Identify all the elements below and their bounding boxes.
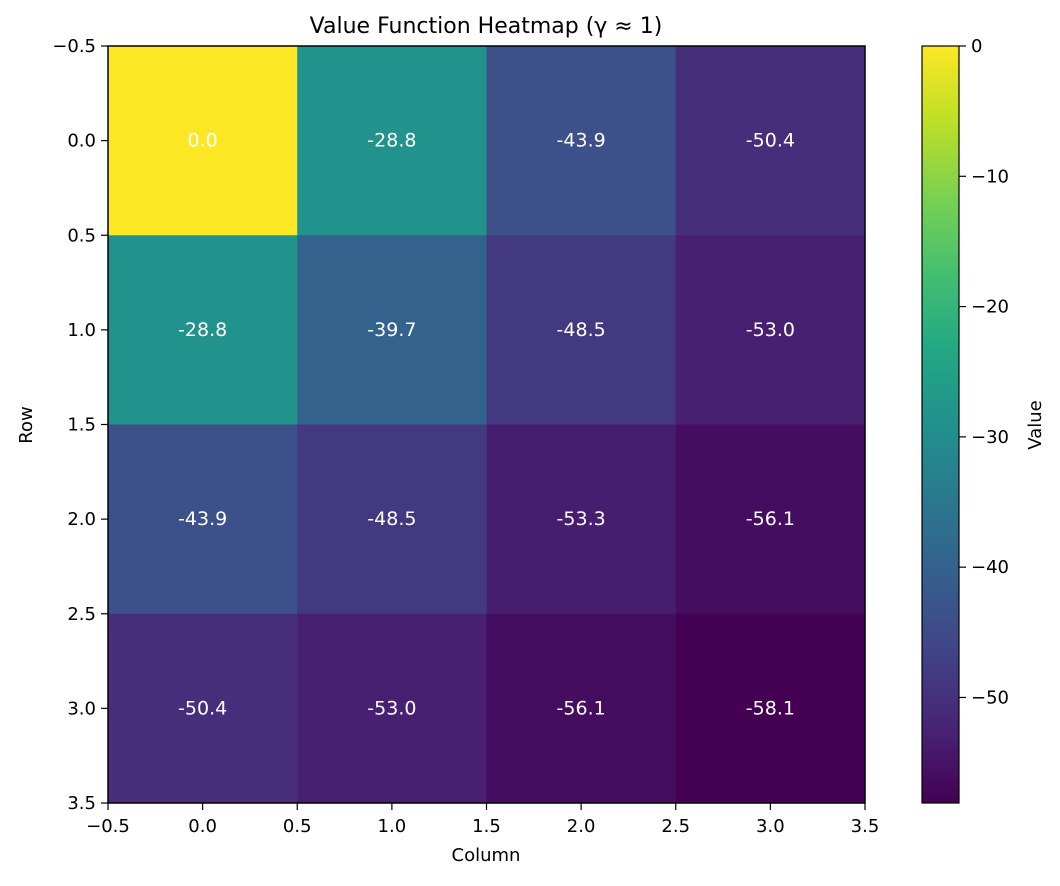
y-tick-label: 3.5 xyxy=(67,793,96,814)
heatmap-cell-r0-c0 xyxy=(108,46,298,236)
colorbar-tick-label: −40 xyxy=(971,557,1009,578)
heatmap-cell-r2-c1 xyxy=(297,424,487,615)
chart-title: Value Function Heatmap (γ ≈ 1) xyxy=(310,14,663,39)
cell-value-label-r1-c3: -53.0 xyxy=(746,319,795,341)
x-axis-ticks: −0.5 0.0 0.5 1.0 1.5 2.0 2.5 3.0 3.5 xyxy=(86,803,879,837)
cell-value-label-r3-c2: -56.1 xyxy=(557,697,606,719)
x-tick-label: 3.5 xyxy=(851,816,880,837)
heatmap-cell-r0-c3 xyxy=(675,46,866,236)
x-axis-label: Column xyxy=(452,845,521,866)
x-tick-label: 3.0 xyxy=(756,816,785,837)
x-tick-label: 1.5 xyxy=(472,816,501,837)
x-tick-label: −0.5 xyxy=(86,816,130,837)
colorbar-label: Value xyxy=(1025,400,1046,449)
cell-value-label-r2-c2: -53.3 xyxy=(557,508,606,530)
heatmap-cell-r3-c3 xyxy=(675,613,866,804)
cell-value-label-r2-c3: -56.1 xyxy=(746,508,795,530)
colorbar-ticks: 0 −10 −20 −30 −40 −50 xyxy=(959,36,1009,708)
colorbar-tick-label: −20 xyxy=(971,297,1009,318)
heatmap-cell-r2-c3 xyxy=(675,424,866,615)
y-tick-label: 0.5 xyxy=(67,225,96,246)
y-axis-ticks: −0.5 0.0 0.5 1.0 1.5 2.0 2.5 3.0 3.5 xyxy=(52,36,108,814)
x-tick-label: 1.0 xyxy=(378,816,407,837)
y-tick-label: 1.5 xyxy=(67,415,96,436)
heatmap-cell-r3-c2 xyxy=(486,613,677,804)
y-axis-label: Row xyxy=(16,406,37,443)
heatmap-cell-r2-c2 xyxy=(486,424,677,615)
cell-value-label-r3-c3: -58.1 xyxy=(746,697,795,719)
heatmap-cell-r1-c3 xyxy=(675,235,866,425)
cell-value-label-r1-c0: -28.8 xyxy=(178,319,227,341)
y-tick-label: −0.5 xyxy=(52,36,96,57)
colorbar-tick-label: 0 xyxy=(971,36,982,57)
y-tick-label: 1.0 xyxy=(67,320,96,341)
cell-value-label-r2-c0: -43.9 xyxy=(178,508,227,530)
cell-value-label-r0-c0: 0.0 xyxy=(188,130,218,152)
y-tick-label: 2.5 xyxy=(67,604,96,625)
colorbar-tick-label: −30 xyxy=(971,427,1009,448)
heatmap-cell-r3-c1 xyxy=(297,613,487,804)
cell-value-label-r2-c1: -48.5 xyxy=(367,508,416,530)
cell-value-label-r3-c1: -53.0 xyxy=(367,697,416,719)
y-tick-label: 0.0 xyxy=(67,131,96,152)
x-tick-label: 0.0 xyxy=(188,816,217,837)
cell-value-label-r0-c2: -43.9 xyxy=(557,130,606,152)
y-tick-label: 2.0 xyxy=(67,509,96,530)
y-tick-label: 3.0 xyxy=(67,698,96,719)
colorbar xyxy=(921,45,960,804)
x-tick-label: 2.0 xyxy=(567,816,596,837)
heatmap-cell-r0-c1 xyxy=(297,46,487,236)
cell-value-label-r1-c1: -39.7 xyxy=(367,319,416,341)
heatmap-cell-r1-c1 xyxy=(297,235,487,425)
cell-value-label-r0-c3: -50.4 xyxy=(746,130,795,152)
x-tick-label: 0.5 xyxy=(283,816,312,837)
colorbar-tick-label: −50 xyxy=(971,687,1009,708)
cell-value-label-r1-c2: -48.5 xyxy=(557,319,606,341)
heatmap-cell-r1-c2 xyxy=(486,235,677,425)
x-tick-label: 2.5 xyxy=(661,816,690,837)
heatmap-cell-r2-c0 xyxy=(108,424,298,615)
heatmap-cell-r1-c0 xyxy=(108,235,298,425)
heatmap-cell-r0-c2 xyxy=(486,46,677,236)
heatmap-cell-labels: 0.0 -28.8 -43.9 -50.4 -28.8 -39.7 -48.5 -53.0 -4… xyxy=(178,130,795,720)
cell-value-label-r0-c1: -28.8 xyxy=(367,130,416,152)
heatmap-cell-r3-c0 xyxy=(108,613,298,804)
heatmap-cells xyxy=(108,46,866,804)
colorbar-tick-label: −10 xyxy=(971,166,1009,187)
cell-value-label-r3-c0: -50.4 xyxy=(178,697,227,719)
